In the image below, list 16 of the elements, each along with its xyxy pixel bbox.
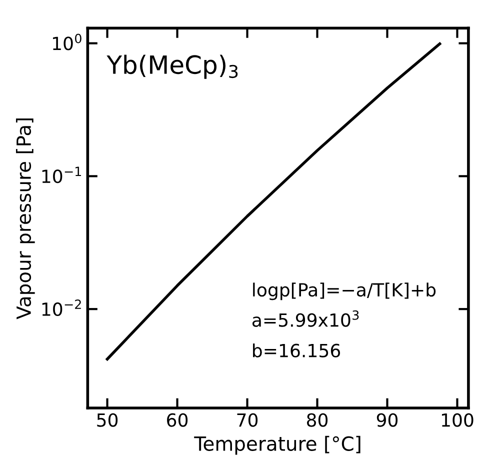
- y-tick-label: 10$^{−2}$: [42, 299, 81, 316]
- y-tick-label: 10$^{−1}$: [42, 166, 81, 184]
- x-tick-label: 80: [306, 413, 328, 427]
- annotation: b=16.156: [253, 343, 340, 358]
- y-tick-label: 10$^{0}$: [53, 34, 82, 50]
- x-axis-title: Temperature [°C]: [194, 436, 360, 455]
- annotation: Yb(MeCp)$_{3}$: [106, 54, 238, 79]
- y-axis-title: Vapour pressure [Pa]: [16, 118, 35, 320]
- annotation: logp[Pa]=−a/T[K]+b: [253, 282, 436, 300]
- x-tick-label: 100: [442, 413, 474, 427]
- annotation: a=5.99x10$^{3}$: [252, 310, 359, 327]
- x-tick-label: 70: [237, 413, 258, 427]
- x-tick-label: 50: [97, 413, 118, 427]
- line-series: [106, 42, 442, 361]
- x-tick-label: 60: [167, 413, 188, 427]
- x-tick-label: 90: [376, 413, 398, 427]
